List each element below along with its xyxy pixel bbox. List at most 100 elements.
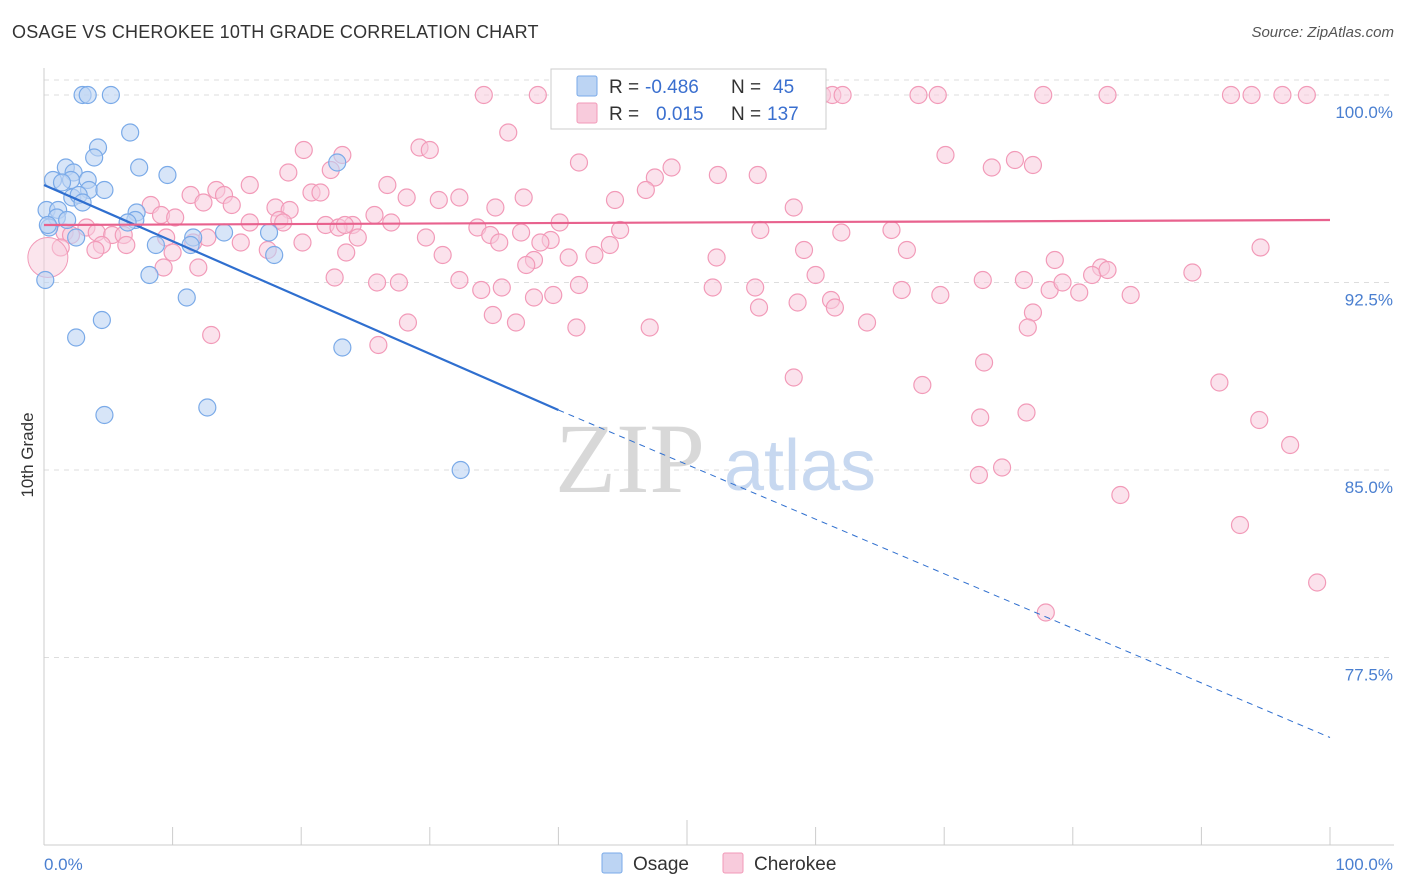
legend-r-label-cherokee: R =: [609, 104, 639, 125]
cherokee-point: [450, 188, 469, 207]
legend-n-label-cherokee: N =: [731, 104, 761, 125]
watermark: ZIP atlas: [555, 403, 876, 514]
watermark-atlas: atlas: [724, 426, 876, 506]
osage-point: [95, 180, 114, 200]
cherokee-point: [974, 353, 994, 372]
cherokee-point: [1005, 150, 1025, 170]
cherokee-point: [166, 208, 185, 227]
cherokee-point: [335, 215, 355, 235]
cherokee-point: [325, 268, 344, 287]
cherokee-point: [1210, 373, 1229, 392]
cherokee-point: [585, 245, 604, 265]
cherokee-point: [240, 175, 259, 195]
osage-point: [177, 288, 196, 307]
legend-n-label-osage: N =: [731, 77, 761, 98]
x-tick-label: 100.0%: [1335, 855, 1393, 874]
osage-trend-line: [43, 183, 559, 412]
axes: [43, 68, 1394, 846]
cherokee-point: [703, 278, 722, 297]
cherokee-point: [1023, 155, 1043, 175]
cherokee-point: [517, 255, 536, 275]
cherokee-point: [909, 85, 928, 105]
cherokee-point: [420, 140, 439, 160]
cherokee-point: [163, 243, 182, 262]
osage-point: [451, 460, 470, 480]
chart-title: OSAGE VS CHEROKEE 10TH GRADE CORRELATION…: [12, 22, 539, 42]
cherokee-point: [274, 213, 293, 232]
y-tick-label: 85.0%: [1345, 478, 1393, 497]
cherokee-point: [311, 183, 330, 202]
cherokee-point: [645, 168, 664, 187]
cherokee-point: [600, 235, 619, 255]
cherokee-point: [450, 270, 469, 290]
chart-source: Source: ZipAtlas.com: [1251, 24, 1394, 41]
osage-point: [333, 338, 352, 357]
cherokee-point: [1221, 85, 1241, 105]
cherokee-point: [1014, 270, 1034, 290]
cherokee-point: [825, 298, 844, 317]
osage-point: [121, 123, 140, 142]
cherokee-point: [1082, 265, 1102, 285]
cherokee-point: [514, 188, 533, 207]
osage-point: [130, 158, 149, 177]
cherokee-point: [429, 190, 448, 210]
watermark-zip: ZIP: [555, 403, 705, 514]
osage-point: [92, 310, 111, 330]
cherokee-point: [969, 465, 989, 485]
cherokee-point: [611, 220, 630, 240]
cherokee-point: [483, 305, 502, 325]
cherokee-point: [397, 188, 416, 207]
cherokee-point: [971, 408, 990, 427]
cherokee-point: [992, 458, 1012, 477]
bottom-legend-label-cherokee: Cherokee: [754, 854, 836, 875]
cherokee-point: [86, 240, 105, 260]
cherokee-point: [806, 265, 825, 285]
cherokee-point: [833, 85, 852, 105]
cherokee-point: [1297, 85, 1316, 105]
cherokee-point: [531, 233, 550, 252]
osage-point: [146, 235, 165, 255]
cherokee-points: [27, 85, 1327, 622]
cherokee-point: [1111, 485, 1130, 505]
y-tick-label: 100.0%: [1335, 103, 1393, 122]
osage-point: [36, 270, 55, 290]
osage-point: [265, 245, 284, 265]
osage-points: [36, 85, 470, 480]
cherokee-point: [528, 85, 547, 105]
cherokee-point: [913, 375, 932, 395]
cherokee-point: [433, 245, 452, 265]
cherokee-point: [378, 175, 397, 195]
cherokee-point: [1251, 238, 1270, 257]
cherokee-point: [472, 280, 491, 300]
cherokee-point: [348, 228, 367, 247]
y-tick-label: 92.5%: [1345, 291, 1393, 310]
cherokee-point: [746, 278, 765, 297]
cherokee-point: [1034, 85, 1053, 105]
cherokee-point: [1242, 85, 1261, 105]
bottom-legend-swatch-cherokee: [722, 852, 744, 874]
cherokee-point: [784, 368, 803, 387]
cherokee-point: [293, 233, 312, 252]
y-tick-label: 77.5%: [1345, 666, 1393, 685]
cherokee-point: [512, 223, 531, 242]
cherokee-point: [1098, 85, 1117, 105]
legend-r-value-osage: -0.486: [645, 77, 699, 98]
cherokee-point: [931, 285, 950, 305]
legend-swatch-cherokee: [576, 102, 598, 124]
cherokee-point: [662, 158, 681, 177]
cherokee-point: [794, 240, 814, 260]
legend-n-value-osage: 45: [773, 77, 794, 98]
cherokee-point: [1098, 260, 1117, 280]
cherokee-point: [857, 313, 877, 332]
osage-point: [198, 398, 217, 417]
cherokee-point: [788, 293, 807, 312]
cherokee-point: [524, 288, 544, 307]
osage-trend-dashed: [558, 409, 1331, 738]
cherokee-point: [240, 213, 259, 232]
cherokee-point: [1036, 603, 1055, 622]
cherokee-point: [892, 280, 911, 300]
cherokee-point: [490, 233, 509, 252]
cherokee-point: [784, 198, 803, 217]
legend-swatch-osage: [576, 75, 598, 97]
cherokee-point: [1281, 435, 1300, 455]
